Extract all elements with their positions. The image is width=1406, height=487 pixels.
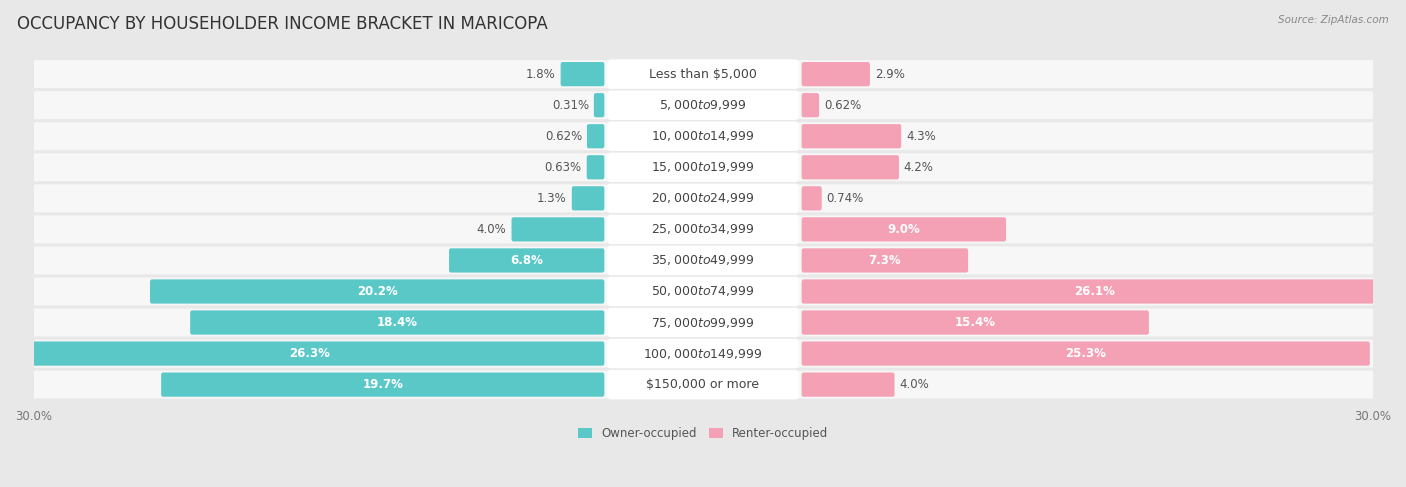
FancyBboxPatch shape xyxy=(22,153,1384,181)
Text: OCCUPANCY BY HOUSEHOLDER INCOME BRACKET IN MARICOPA: OCCUPANCY BY HOUSEHOLDER INCOME BRACKET … xyxy=(17,15,547,33)
FancyBboxPatch shape xyxy=(607,277,799,306)
FancyBboxPatch shape xyxy=(801,186,821,210)
FancyBboxPatch shape xyxy=(22,339,1384,368)
FancyBboxPatch shape xyxy=(801,155,898,179)
Text: 0.62%: 0.62% xyxy=(824,99,862,112)
Text: Source: ZipAtlas.com: Source: ZipAtlas.com xyxy=(1278,15,1389,25)
FancyBboxPatch shape xyxy=(801,310,1149,335)
FancyBboxPatch shape xyxy=(190,310,605,335)
FancyBboxPatch shape xyxy=(801,373,894,397)
FancyBboxPatch shape xyxy=(607,59,799,89)
FancyBboxPatch shape xyxy=(607,339,799,368)
FancyBboxPatch shape xyxy=(22,91,1384,119)
FancyBboxPatch shape xyxy=(586,155,605,179)
Legend: Owner-occupied, Renter-occupied: Owner-occupied, Renter-occupied xyxy=(572,422,834,445)
FancyBboxPatch shape xyxy=(22,371,1384,398)
FancyBboxPatch shape xyxy=(801,93,820,117)
Text: $100,000 to $149,999: $100,000 to $149,999 xyxy=(644,347,762,360)
FancyBboxPatch shape xyxy=(22,60,1384,88)
Text: 25.3%: 25.3% xyxy=(1066,347,1107,360)
Text: 4.0%: 4.0% xyxy=(477,223,506,236)
FancyBboxPatch shape xyxy=(22,309,1384,337)
FancyBboxPatch shape xyxy=(162,373,605,397)
Text: 4.2%: 4.2% xyxy=(904,161,934,174)
Text: $35,000 to $49,999: $35,000 to $49,999 xyxy=(651,253,755,267)
Text: 26.1%: 26.1% xyxy=(1074,285,1115,298)
FancyBboxPatch shape xyxy=(607,184,799,213)
FancyBboxPatch shape xyxy=(512,217,605,242)
FancyBboxPatch shape xyxy=(607,245,799,275)
Text: 6.8%: 6.8% xyxy=(510,254,543,267)
FancyBboxPatch shape xyxy=(607,215,799,244)
Text: 9.0%: 9.0% xyxy=(887,223,920,236)
Text: 0.74%: 0.74% xyxy=(827,192,863,205)
FancyBboxPatch shape xyxy=(22,278,1384,305)
Text: $150,000 or more: $150,000 or more xyxy=(647,378,759,391)
Text: 1.8%: 1.8% xyxy=(526,68,555,81)
FancyBboxPatch shape xyxy=(607,152,799,182)
FancyBboxPatch shape xyxy=(449,248,605,273)
Text: $15,000 to $19,999: $15,000 to $19,999 xyxy=(651,160,755,174)
Text: 7.3%: 7.3% xyxy=(869,254,901,267)
FancyBboxPatch shape xyxy=(593,93,605,117)
Text: 26.3%: 26.3% xyxy=(288,347,329,360)
Text: $25,000 to $34,999: $25,000 to $34,999 xyxy=(651,223,755,236)
FancyBboxPatch shape xyxy=(801,341,1369,366)
FancyBboxPatch shape xyxy=(150,280,605,303)
Text: 0.62%: 0.62% xyxy=(544,130,582,143)
Text: $75,000 to $99,999: $75,000 to $99,999 xyxy=(651,316,755,330)
Text: 4.0%: 4.0% xyxy=(900,378,929,391)
FancyBboxPatch shape xyxy=(22,246,1384,274)
Text: 18.4%: 18.4% xyxy=(377,316,418,329)
Text: $20,000 to $24,999: $20,000 to $24,999 xyxy=(651,191,755,206)
FancyBboxPatch shape xyxy=(607,121,799,151)
Text: 20.2%: 20.2% xyxy=(357,285,398,298)
FancyBboxPatch shape xyxy=(801,217,1007,242)
Text: 1.3%: 1.3% xyxy=(537,192,567,205)
Text: Less than $5,000: Less than $5,000 xyxy=(650,68,756,81)
FancyBboxPatch shape xyxy=(22,185,1384,212)
FancyBboxPatch shape xyxy=(801,248,969,273)
FancyBboxPatch shape xyxy=(607,308,799,337)
FancyBboxPatch shape xyxy=(561,62,605,86)
Text: $50,000 to $74,999: $50,000 to $74,999 xyxy=(651,284,755,299)
FancyBboxPatch shape xyxy=(801,62,870,86)
Text: $5,000 to $9,999: $5,000 to $9,999 xyxy=(659,98,747,112)
Text: 4.3%: 4.3% xyxy=(905,130,936,143)
FancyBboxPatch shape xyxy=(801,124,901,149)
Text: 19.7%: 19.7% xyxy=(363,378,404,391)
FancyBboxPatch shape xyxy=(801,280,1388,303)
FancyBboxPatch shape xyxy=(14,341,605,366)
FancyBboxPatch shape xyxy=(586,124,605,149)
Text: 2.9%: 2.9% xyxy=(875,68,904,81)
FancyBboxPatch shape xyxy=(22,122,1384,150)
Text: 15.4%: 15.4% xyxy=(955,316,995,329)
Text: $10,000 to $14,999: $10,000 to $14,999 xyxy=(651,129,755,143)
Text: 0.31%: 0.31% xyxy=(551,99,589,112)
FancyBboxPatch shape xyxy=(607,370,799,399)
FancyBboxPatch shape xyxy=(572,186,605,210)
Text: 0.63%: 0.63% xyxy=(544,161,582,174)
FancyBboxPatch shape xyxy=(22,215,1384,244)
FancyBboxPatch shape xyxy=(607,91,799,120)
